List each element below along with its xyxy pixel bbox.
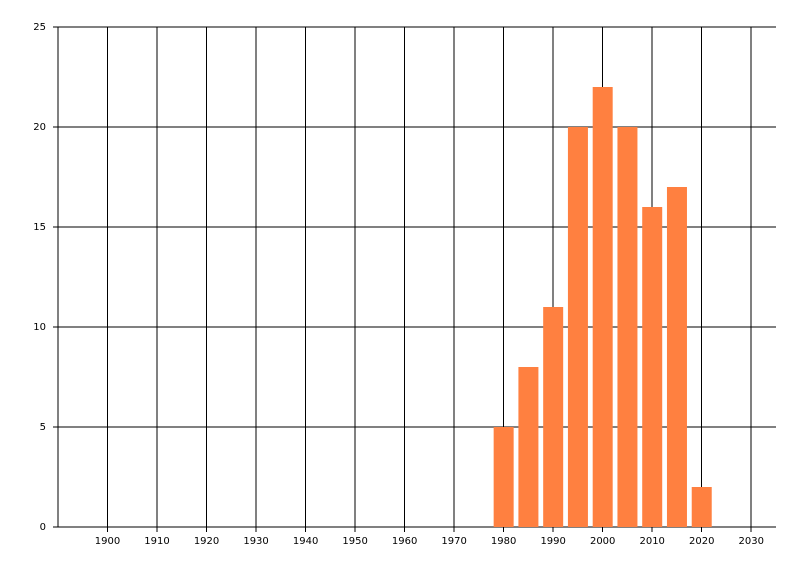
x-tick-label: 2030 bbox=[739, 536, 764, 547]
bar bbox=[666, 187, 687, 527]
bar bbox=[493, 427, 514, 527]
bar bbox=[543, 307, 564, 527]
y-tick-label: 0 bbox=[40, 522, 46, 533]
x-tick-label: 2010 bbox=[639, 536, 664, 547]
x-tick-label: 1900 bbox=[95, 536, 120, 547]
bar bbox=[691, 487, 712, 527]
y-tick-label: 20 bbox=[33, 122, 46, 133]
x-tick-label: 1930 bbox=[243, 536, 268, 547]
x-tick-label: 2020 bbox=[689, 536, 714, 547]
bar bbox=[642, 207, 663, 527]
y-tick-label: 25 bbox=[33, 22, 46, 33]
x-tick-label: 1960 bbox=[392, 536, 417, 547]
x-tick-label: 1990 bbox=[540, 536, 565, 547]
y-tick-label: 10 bbox=[33, 322, 46, 333]
bar bbox=[617, 127, 638, 527]
x-tick-label: 1950 bbox=[342, 536, 367, 547]
bar bbox=[518, 367, 539, 527]
x-tick-label: 1940 bbox=[293, 536, 318, 547]
bar bbox=[567, 127, 588, 527]
x-tick-label: 1920 bbox=[194, 536, 219, 547]
y-tick-label: 15 bbox=[33, 222, 46, 233]
bar bbox=[592, 87, 613, 527]
y-tick-label: 5 bbox=[40, 422, 46, 433]
x-tick-label: 2000 bbox=[590, 536, 615, 547]
x-tick-label: 1970 bbox=[441, 536, 466, 547]
x-tick-label: 1910 bbox=[144, 536, 169, 547]
x-tick-label: 1980 bbox=[491, 536, 516, 547]
